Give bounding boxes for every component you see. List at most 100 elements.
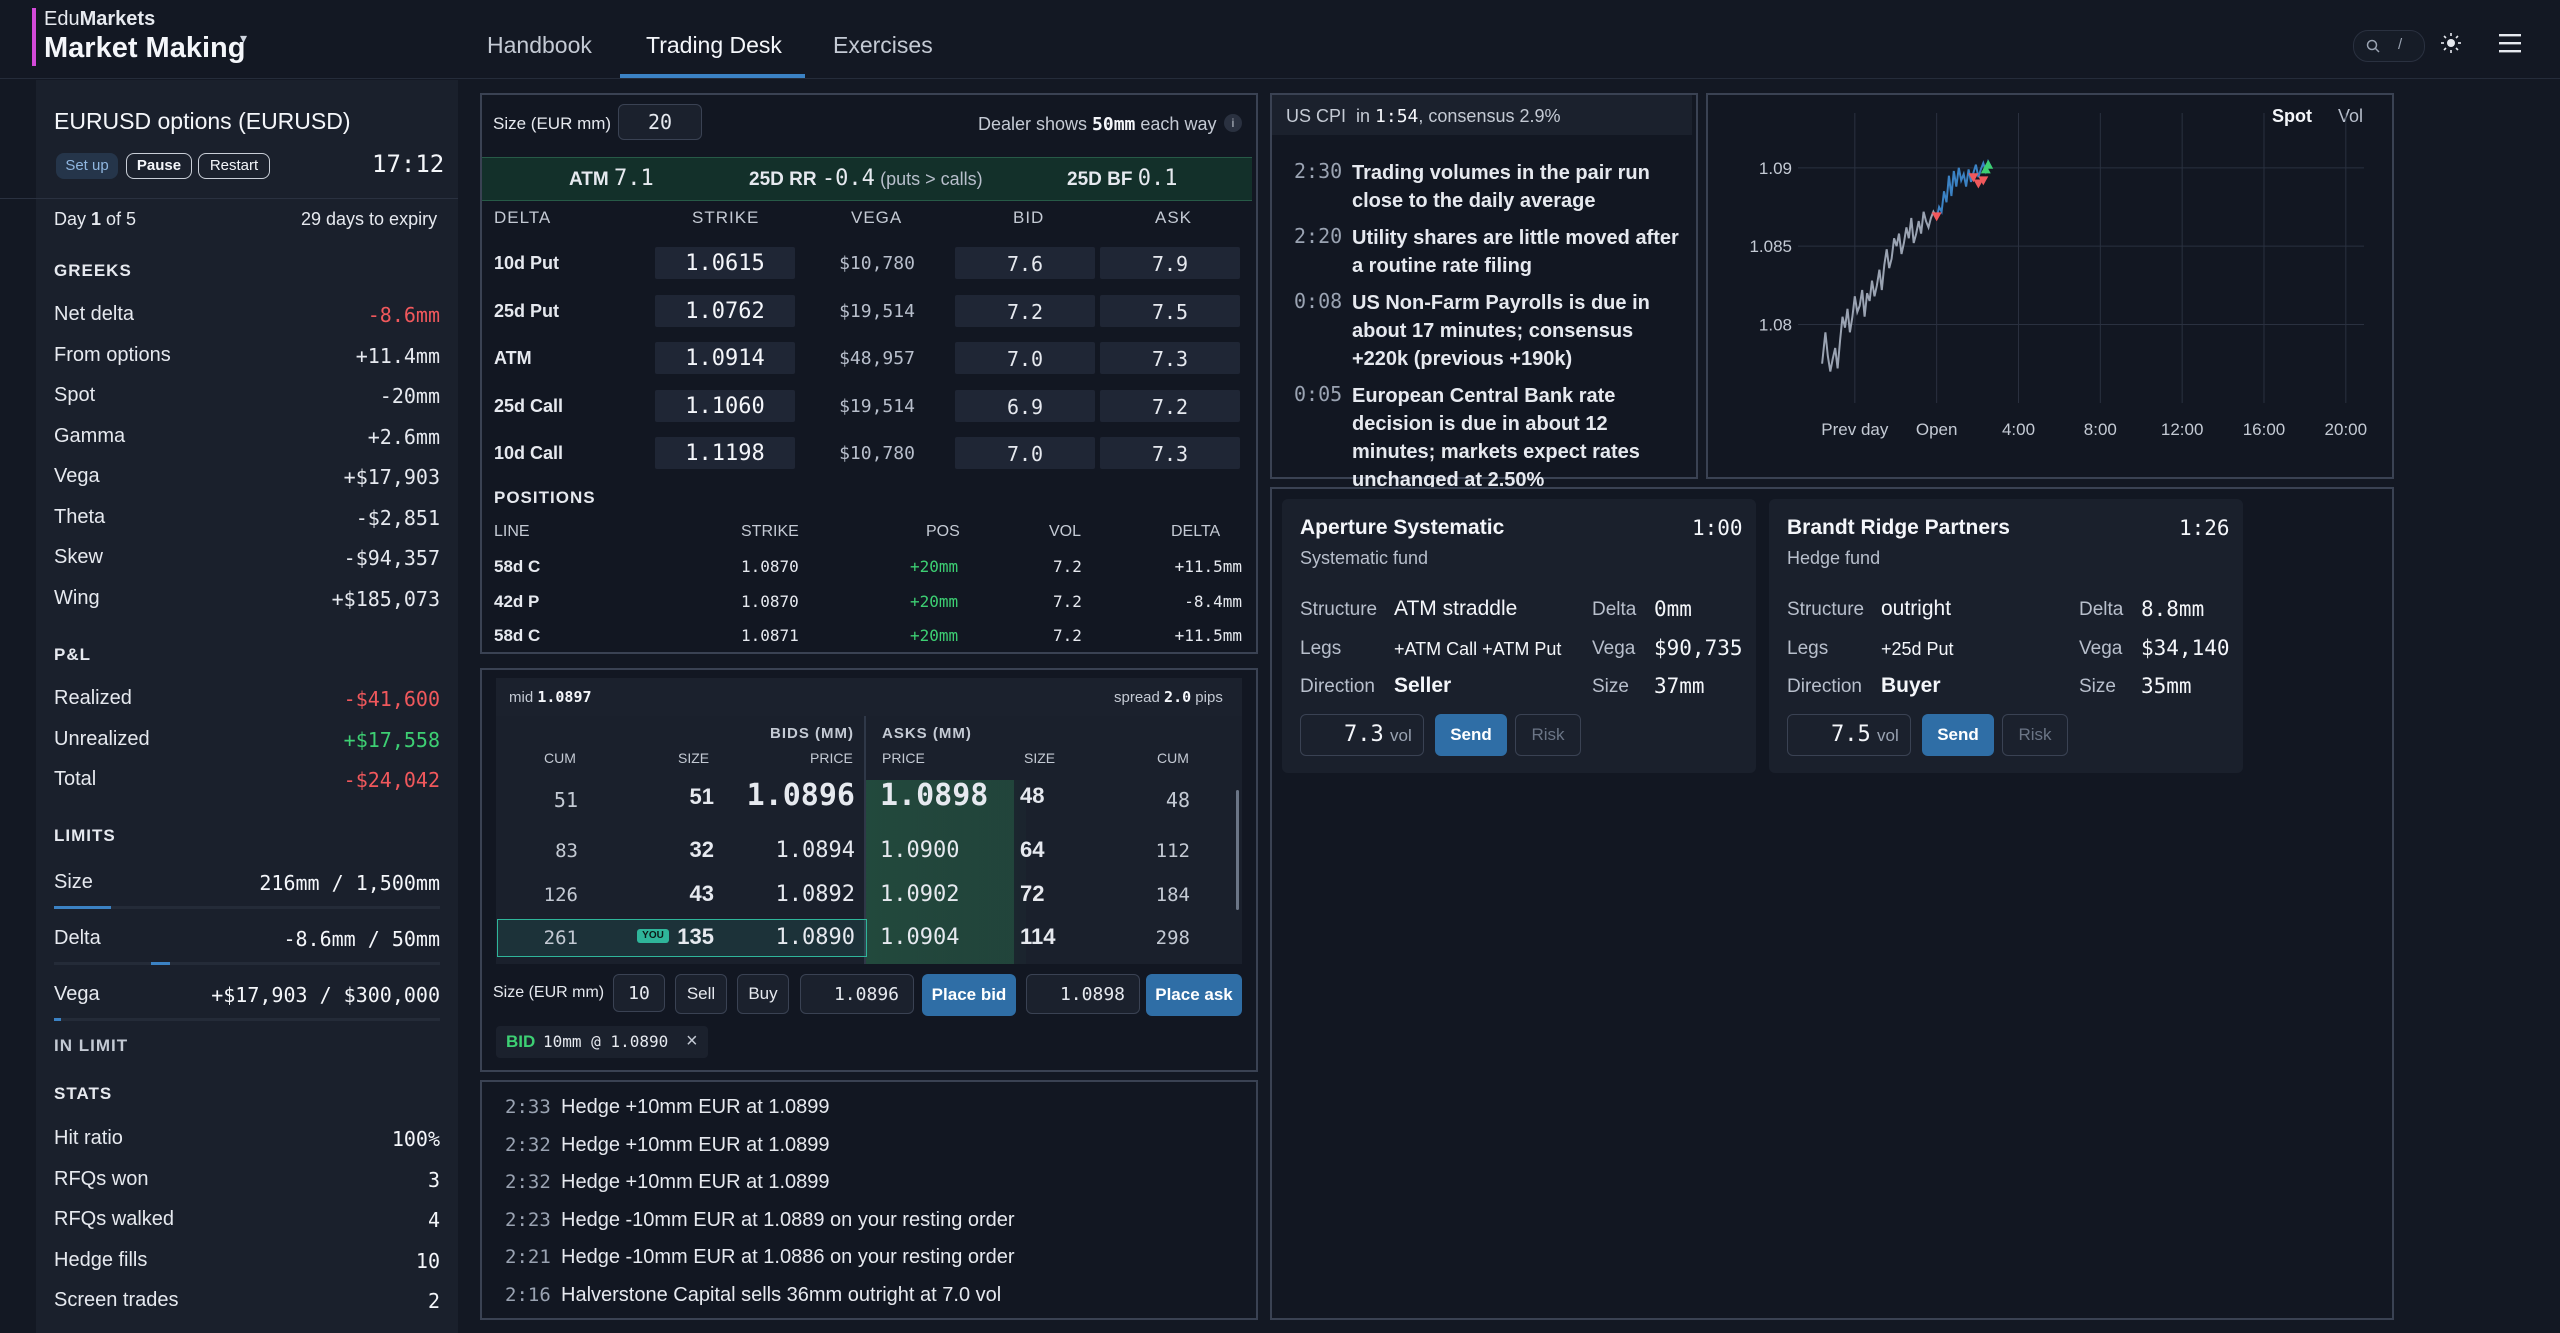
rfq-send-button[interactable]: Send <box>1922 714 1994 756</box>
blotter-entry: Halverstone Capital sells 36mm outright … <box>561 1283 1002 1306</box>
order-size-label: Size (EUR mm) <box>493 984 605 1001</box>
cancel-order-icon[interactable]: × <box>686 1030 698 1052</box>
book-bid-price[interactable]: 1.0890 <box>775 925 855 950</box>
stat-screen-trades-value: 2 <box>427 1289 440 1313</box>
position-line: 58d C <box>494 557 541 576</box>
bid-value: 7.0 <box>1006 347 1044 371</box>
book-ask-price[interactable]: 1.0902 <box>880 882 960 907</box>
place-ask-button[interactable]: Place ask <box>1146 974 1242 1016</box>
sell-trade-marker <box>1931 212 1942 222</box>
chart-tab-vol[interactable]: Vol <box>2338 106 2364 126</box>
pos-col-line: LINE <box>494 523 530 540</box>
bid-cell[interactable] <box>955 294 1095 327</box>
book-ask-cum: 298 <box>1155 927 1190 949</box>
greek-wing-label: Wing <box>54 586 100 609</box>
book-col-ask-size: SIZE <box>1024 750 1056 766</box>
book-bid-price[interactable]: 1.0894 <box>775 838 855 863</box>
rfq-greek-label: Vega <box>2079 637 2123 659</box>
book-bid-size[interactable]: 43 <box>689 881 714 906</box>
book-ask-cum: 48 <box>1165 788 1190 812</box>
bid-price-input[interactable] <box>800 974 914 1014</box>
search-button[interactable]: / <box>2353 30 2425 62</box>
resting-order-chip <box>496 1026 708 1058</box>
col-ask: ASK <box>1155 208 1193 227</box>
trade-blotter <box>480 1080 1258 1320</box>
book-col-bid-price: PRICE <box>810 750 853 766</box>
bid-cell[interactable] <box>955 389 1095 422</box>
buy-button[interactable]: Buy <box>737 974 789 1014</box>
pnl-realized-value: -$41,600 <box>343 687 440 711</box>
book-ask-size[interactable]: 64 <box>1020 837 1045 862</box>
nav-handbook[interactable]: Handbook <box>487 32 592 58</box>
rfq-quote-input[interactable] <box>1300 714 1424 756</box>
rfq-risk-button[interactable]: Risk <box>2002 714 2068 756</box>
search-icon <box>2366 39 2380 53</box>
limits-heading: LIMITS <box>54 826 116 845</box>
position-line: 42d P <box>494 591 540 611</box>
info-icon[interactable]: i <box>1224 114 1242 132</box>
book-bid-price[interactable]: 1.0892 <box>775 882 855 907</box>
strike-cell[interactable] <box>655 294 795 327</box>
blotter-entry: Hedge -10mm EUR at 1.0886 on your restin… <box>561 1246 1015 1268</box>
hamburger-menu-icon[interactable] <box>2498 32 2522 54</box>
setup-button[interactable]: Set up <box>56 153 118 179</box>
book-bid-size[interactable]: 32 <box>689 837 714 862</box>
sun-icon[interactable] <box>2440 32 2462 54</box>
nav-trading-desk[interactable]: Trading Desk <box>646 32 782 58</box>
app-switcher-caret-icon[interactable]: ▾ <box>240 30 248 46</box>
sell-button[interactable]: Sell <box>675 974 727 1014</box>
greek-theta-value: -$2,851 <box>355 505 440 530</box>
bid-cell[interactable] <box>955 247 1095 279</box>
spread: spread 2.0 pips <box>1114 688 1223 706</box>
position-vol: 7.2 <box>1053 591 1082 611</box>
book-ask-price[interactable]: 1.0900 <box>880 838 960 863</box>
book-col-bid-cum: CUM <box>544 750 576 766</box>
nav-exercises[interactable]: Exercises <box>833 32 933 58</box>
ask-cell[interactable] <box>1100 294 1240 327</box>
pause-button[interactable]: Pause <box>126 153 192 179</box>
book-ask-size[interactable]: 72 <box>1020 881 1045 906</box>
rfq-greek-value: 8.8mm <box>2141 597 2205 621</box>
pnl-unrealized-label: Unrealized <box>54 727 150 750</box>
book-ask-size[interactable]: 114 <box>1020 924 1056 949</box>
strike-cell[interactable] <box>655 389 795 422</box>
news-time: 2:20 <box>1294 224 1343 248</box>
bid-cell[interactable] <box>955 342 1095 374</box>
limit-size-value: 216mm / 1,500mm <box>259 871 440 895</box>
place-bid-button[interactable]: Place bid <box>922 974 1016 1016</box>
restart-button[interactable]: Restart <box>198 153 270 179</box>
rfq-field-label: Legs <box>1787 637 1829 659</box>
book-ask-price[interactable]: 1.0898 <box>880 778 989 813</box>
app-title[interactable]: Market Making <box>44 32 246 64</box>
position-size: +20mm <box>910 557 959 576</box>
y-tick-label: 1.09 <box>1759 159 1792 178</box>
ask-cell[interactable] <box>1100 389 1240 422</box>
chart-tab-spot[interactable]: Spot <box>2272 106 2312 126</box>
ask-cell[interactable] <box>1100 247 1240 279</box>
news-time: 0:08 <box>1294 289 1343 313</box>
book-scrollbar[interactable] <box>1236 790 1239 910</box>
ask-cell[interactable] <box>1100 437 1240 469</box>
rfq-risk-button[interactable]: Risk <box>1515 714 1581 756</box>
book-ask-size[interactable]: 48 <box>1020 783 1045 808</box>
book-bid-size[interactable]: 135 <box>677 924 714 949</box>
rfq-field-value: ATM straddle <box>1394 597 1518 620</box>
ask-cell[interactable] <box>1100 342 1240 374</box>
sell-trade-marker <box>1968 173 1979 183</box>
rfq-quote-input[interactable] <box>1787 714 1911 756</box>
bid-cell[interactable] <box>955 437 1095 469</box>
rfq-quote-unit: vol <box>1877 726 1899 745</box>
book-bid-size[interactable]: 51 <box>689 784 714 809</box>
ask-price-input[interactable] <box>1026 974 1140 1014</box>
strike-cell[interactable] <box>655 247 795 279</box>
rfq-send-button[interactable]: Send <box>1435 714 1507 756</box>
quote-size-input[interactable] <box>618 104 702 140</box>
bid-depth-shade <box>864 780 1014 964</box>
spot-chart: 1.08 1.085 1.09 Prev day Open 4:00 8:00 12:00 16… <box>1749 113 2367 439</box>
quote-row-delta: 10d Put <box>494 253 560 273</box>
order-size-input[interactable] <box>613 974 665 1012</box>
strike-cell[interactable] <box>655 437 795 469</box>
strike-cell[interactable] <box>655 342 795 374</box>
book-bid-price[interactable]: 1.0896 <box>746 778 855 813</box>
book-ask-price[interactable]: 1.0904 <box>880 925 960 950</box>
